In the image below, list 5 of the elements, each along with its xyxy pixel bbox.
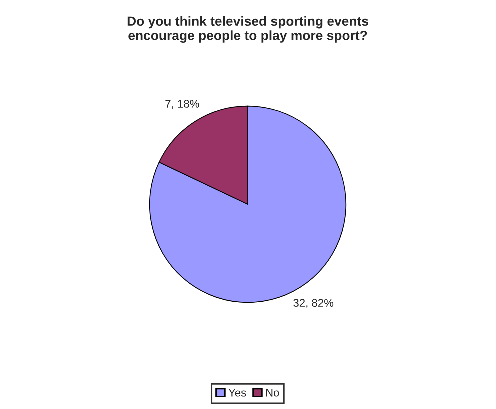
data-label: 7, 18%: [166, 100, 200, 110]
legend-label: No: [266, 389, 280, 397]
legend-label: Yes: [228, 389, 246, 397]
data-label: 32, 82%: [294, 299, 334, 308]
chart-title: Do you think televised sporting events encourage people to play more sport?: [128, 16, 368, 43]
